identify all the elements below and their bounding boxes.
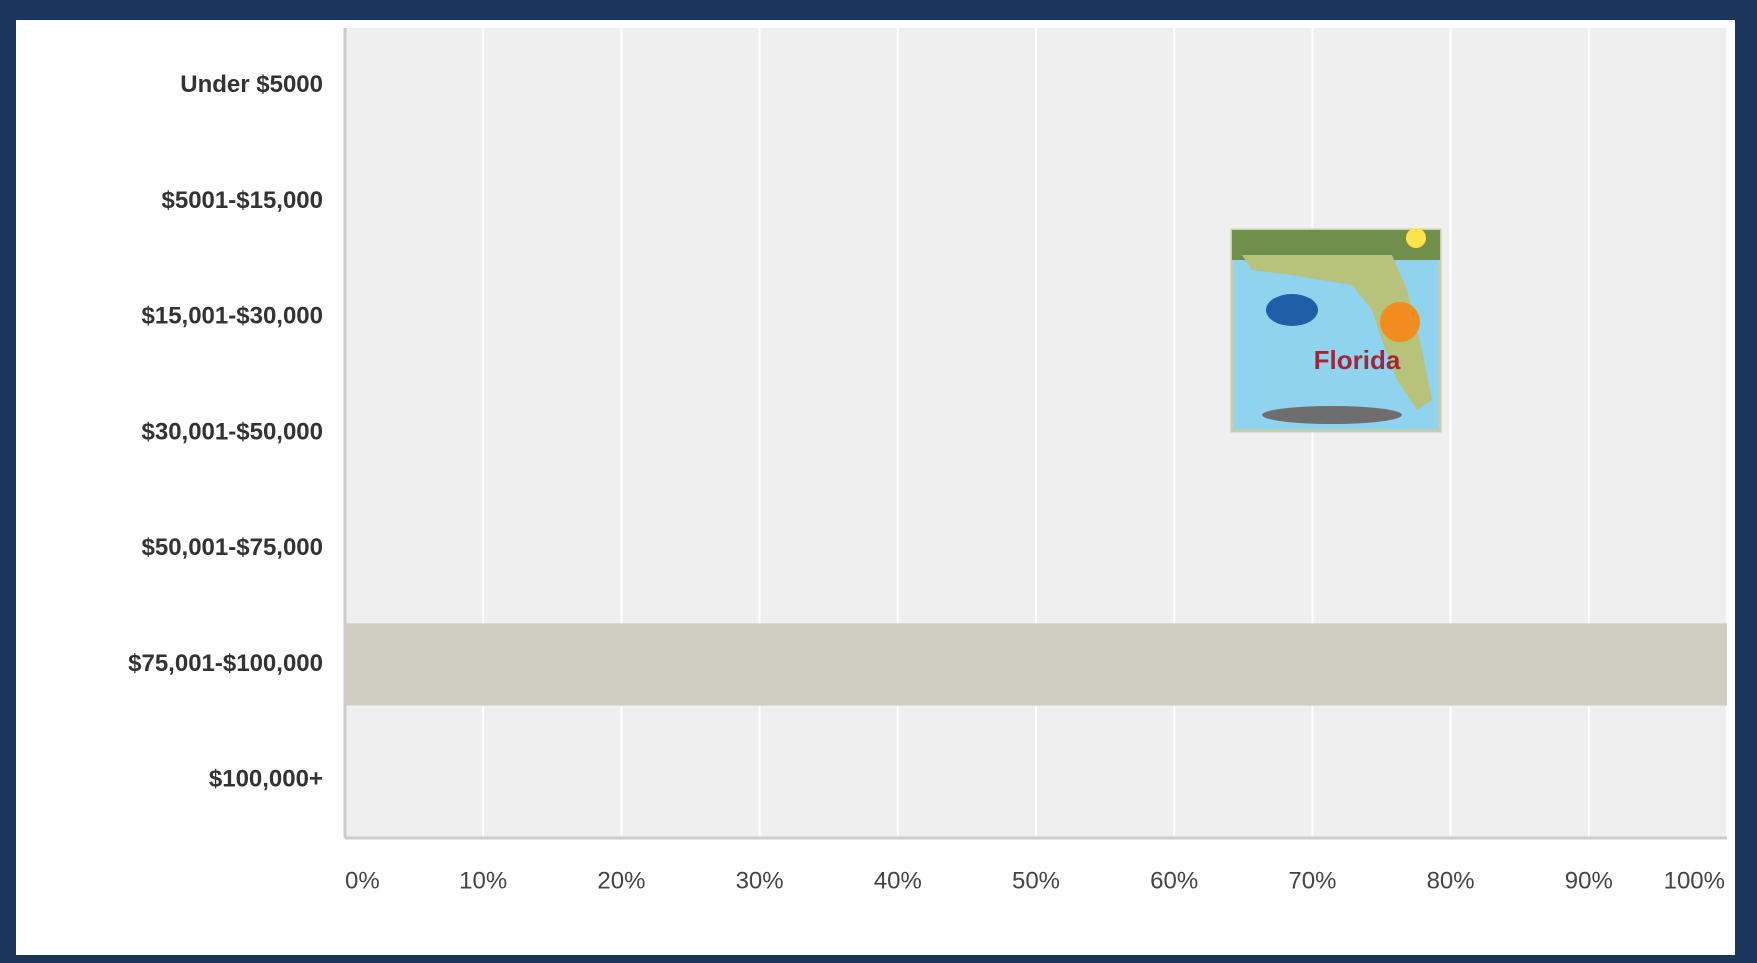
y-tick-label: Under $5000 <box>180 71 323 98</box>
y-tick-label: $5001-$15,000 <box>162 187 323 214</box>
x-tick-label: 30% <box>736 867 784 894</box>
y-tick-label: $15,001-$30,000 <box>142 303 324 330</box>
y-tick-label: $100,000+ <box>209 765 323 792</box>
x-tick-label: 70% <box>1288 867 1336 894</box>
x-tick-label: 10% <box>459 867 507 894</box>
y-tick-label: $30,001-$50,000 <box>142 418 324 445</box>
x-tick-label: 0% <box>345 867 380 894</box>
y-tick-label: $50,001-$75,000 <box>142 534 324 561</box>
florida-image: Florida <box>1230 228 1442 433</box>
bar <box>345 623 1727 706</box>
x-tick-label: 100% <box>1664 867 1725 894</box>
x-tick-label: 40% <box>874 867 922 894</box>
x-tick-label: 50% <box>1012 867 1060 894</box>
x-tick-label: 80% <box>1427 867 1475 894</box>
x-tick-label: 60% <box>1150 867 1198 894</box>
x-tick-label: 90% <box>1565 867 1613 894</box>
image-label: Florida <box>1314 345 1401 375</box>
y-tick-label: $75,001-$100,000 <box>128 650 323 677</box>
x-tick-label: 20% <box>597 867 645 894</box>
